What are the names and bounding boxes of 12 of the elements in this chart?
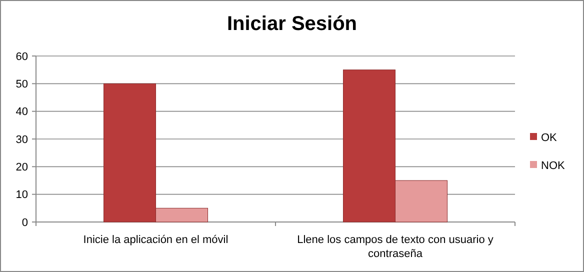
y-tick-label: 0 (22, 216, 28, 229)
y-tick-label: 50 (16, 78, 28, 91)
y-tick-label: 20 (16, 162, 28, 174)
y-tick-label: 30 (16, 134, 28, 146)
y-tick-label: 40 (16, 106, 28, 118)
chart-title: Iniciar Sesión (226, 13, 358, 35)
y-tick-label: 60 (16, 50, 28, 63)
y-tick-label: 10 (16, 189, 28, 202)
legend-label: OK (541, 132, 558, 144)
x-tick-label: Inicie la aplicación en el móvil (83, 234, 228, 246)
x-tick-label: Llene los campos de texto con usuario y contraseña (297, 234, 494, 260)
legend-label: NOK (541, 160, 566, 172)
